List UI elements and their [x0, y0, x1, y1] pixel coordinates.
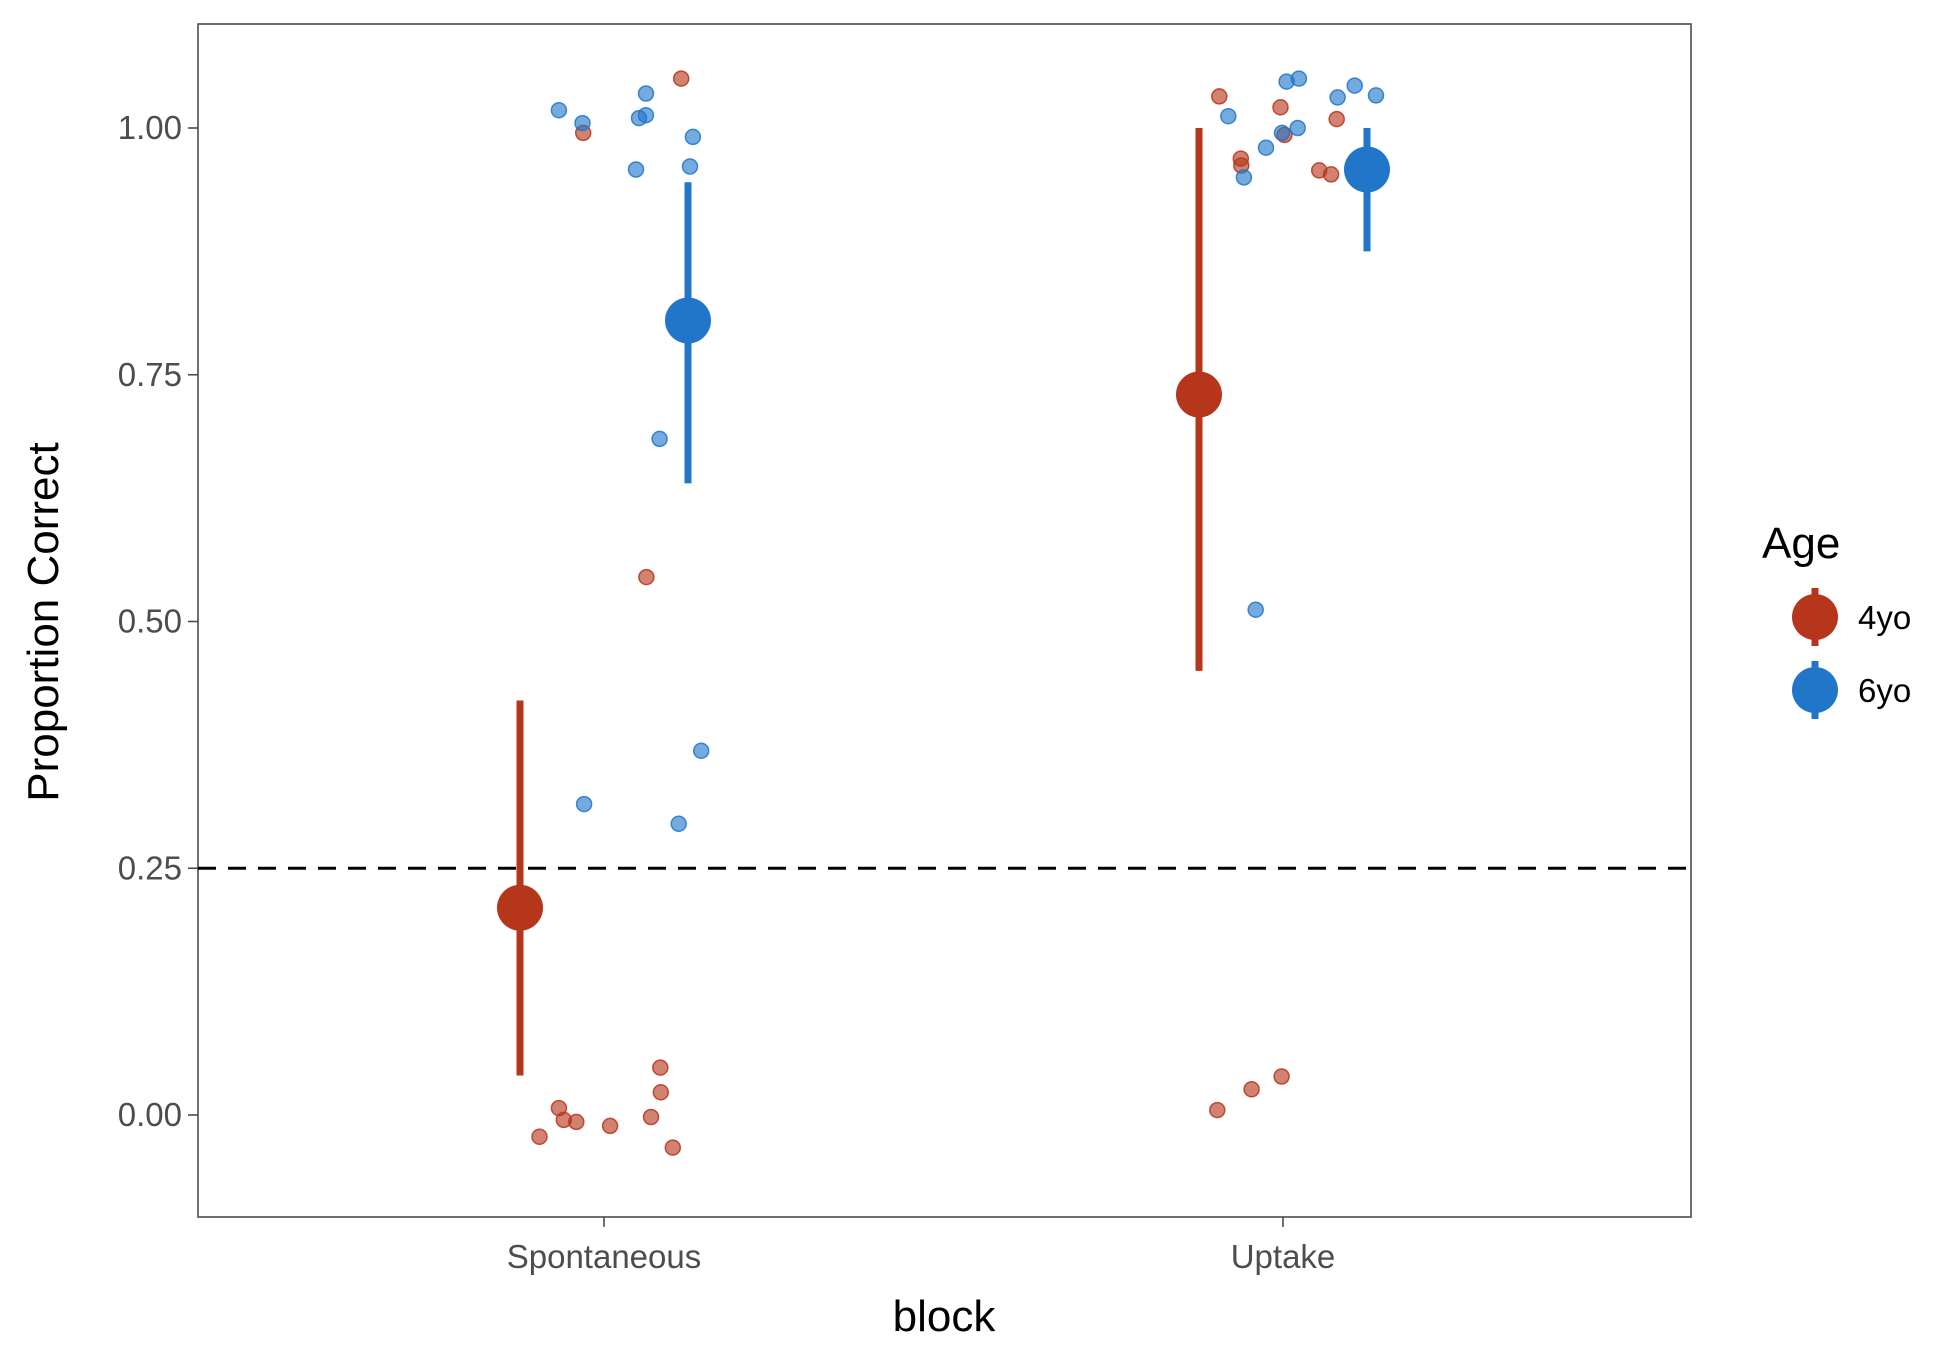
- y-tick-label: 0.75: [118, 356, 182, 393]
- data-point-4yo: [1209, 1101, 1226, 1119]
- data-point-6yo: [550, 101, 568, 119]
- mean-point-4yo: [1176, 371, 1222, 418]
- data-point-6yo: [1289, 119, 1306, 137]
- y-axis-title: Proportion Correct: [19, 442, 68, 801]
- data-point-4yo: [1243, 1081, 1260, 1098]
- data-point-6yo: [1247, 601, 1264, 618]
- x-axis: Spontaneous Uptake: [507, 1217, 1336, 1275]
- data-point-6yo: [1235, 169, 1253, 186]
- data-point-6yo: [1278, 73, 1295, 90]
- summary-marks: [497, 128, 1390, 1076]
- x-tick-label: Uptake: [1231, 1238, 1336, 1275]
- data-point-6yo: [1367, 87, 1385, 104]
- data-point-4yo: [568, 1113, 585, 1131]
- data-point-6yo: [681, 158, 699, 175]
- x-axis-title: block: [893, 1292, 997, 1341]
- data-point-4yo: [672, 70, 690, 87]
- data-point-4yo: [1328, 110, 1345, 128]
- data-point-6yo: [651, 430, 668, 448]
- data-point-6yo: [637, 85, 655, 102]
- legend-key-6yo: [1792, 667, 1838, 713]
- data-point-4yo: [531, 1128, 548, 1145]
- data-point-4yo: [1272, 99, 1289, 116]
- data-point-4yo: [1211, 88, 1228, 105]
- data-point-4yo: [664, 1139, 682, 1156]
- y-tick-label: 0.50: [118, 603, 182, 640]
- legend-label-4yo: 4yo: [1858, 599, 1911, 636]
- data-point-6yo: [1257, 139, 1275, 156]
- data-point-6yo: [574, 114, 591, 132]
- mean-point-4yo: [497, 884, 543, 931]
- data-point-6yo: [627, 161, 645, 178]
- data-point-6yo: [1220, 107, 1237, 125]
- legend-title: Age: [1762, 519, 1840, 568]
- y-tick-label: 1.00: [118, 109, 182, 146]
- plot-panel: [197, 23, 1692, 1218]
- y-axis: 0.00 0.25 0.50 0.75 1.00: [118, 109, 198, 1133]
- data-point-4yo: [1322, 166, 1340, 183]
- x-tick-label: Spontaneous: [507, 1238, 702, 1275]
- legend-label-6yo: 6yo: [1858, 672, 1911, 709]
- mean-point-6yo: [1344, 146, 1390, 193]
- data-point-6yo: [670, 815, 687, 833]
- data-point-4yo: [1273, 1068, 1290, 1085]
- data-point-6yo: [637, 106, 655, 124]
- data-point-6yo: [1273, 124, 1291, 142]
- y-tick-label: 0.25: [118, 849, 182, 886]
- data-point-4yo: [601, 1117, 619, 1135]
- data-point-4yo: [638, 568, 655, 586]
- data-point-4yo: [642, 1108, 660, 1126]
- data-point-6yo: [575, 795, 593, 813]
- mean-point-6yo: [665, 297, 711, 344]
- data-point-6yo: [692, 742, 710, 760]
- data-point-6yo: [684, 128, 702, 146]
- y-tick-label: 0.00: [118, 1096, 182, 1133]
- data-point-6yo: [1329, 89, 1346, 106]
- legend-key-4yo: [1792, 594, 1838, 640]
- data-point-6yo: [1346, 77, 1363, 94]
- legend: Age 4yo 6yo: [1762, 519, 1911, 719]
- data-point-4yo: [652, 1059, 669, 1076]
- data-point-4yo: [652, 1084, 670, 1101]
